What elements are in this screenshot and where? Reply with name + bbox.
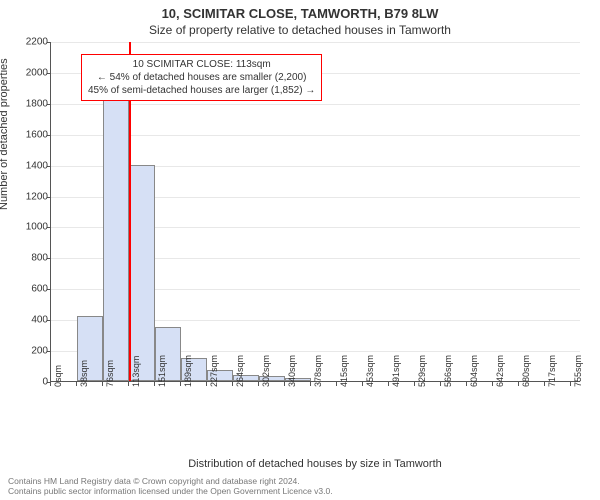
y-tick-label: 600 bbox=[22, 284, 48, 295]
x-tick-mark bbox=[544, 382, 545, 386]
x-tick-mark bbox=[414, 382, 415, 386]
x-tick-mark bbox=[128, 382, 129, 386]
chart-area: 10 SCIMITAR CLOSE: 113sqm← 54% of detach… bbox=[50, 42, 580, 422]
x-tick-label: 0sqm bbox=[53, 365, 63, 387]
footer-line-2: Contains public sector information licen… bbox=[8, 486, 333, 496]
x-tick-mark bbox=[206, 382, 207, 386]
y-tick-label: 1600 bbox=[22, 129, 48, 140]
page-subtitle: Size of property relative to detached ho… bbox=[0, 21, 600, 37]
x-tick-label: 491sqm bbox=[391, 355, 401, 387]
x-tick-label: 566sqm bbox=[443, 355, 453, 387]
x-tick-label: 529sqm bbox=[417, 355, 427, 387]
x-tick-label: 76sqm bbox=[105, 360, 115, 387]
x-tick-mark bbox=[102, 382, 103, 386]
callout-line2: ← 54% of detached houses are smaller (2,… bbox=[88, 71, 315, 84]
x-tick-label: 189sqm bbox=[183, 355, 193, 387]
y-tick-label: 2200 bbox=[22, 37, 48, 48]
x-tick-mark bbox=[388, 382, 389, 386]
callout-line1: 10 SCIMITAR CLOSE: 113sqm bbox=[88, 58, 315, 71]
x-tick-label: 38sqm bbox=[79, 360, 89, 387]
x-tick-label: 151sqm bbox=[157, 355, 167, 387]
chart-container: 10, SCIMITAR CLOSE, TAMWORTH, B79 8LW Si… bbox=[0, 0, 600, 500]
x-tick-label: 302sqm bbox=[261, 355, 271, 387]
x-tick-mark bbox=[492, 382, 493, 386]
x-tick-mark bbox=[284, 382, 285, 386]
x-tick-mark bbox=[310, 382, 311, 386]
x-tick-mark bbox=[180, 382, 181, 386]
footer-line-1: Contains HM Land Registry data © Crown c… bbox=[8, 476, 333, 486]
x-tick-label: 113sqm bbox=[131, 356, 141, 387]
callout-line3: 45% of semi-detached houses are larger (… bbox=[88, 84, 315, 97]
y-tick-label: 400 bbox=[22, 315, 48, 326]
x-tick-mark bbox=[570, 382, 571, 386]
x-tick-label: 755sqm bbox=[573, 355, 583, 387]
x-tick-mark bbox=[258, 382, 259, 386]
x-tick-label: 415sqm bbox=[339, 355, 349, 387]
callout-box: 10 SCIMITAR CLOSE: 113sqm← 54% of detach… bbox=[81, 54, 322, 101]
x-tick-label: 680sqm bbox=[521, 355, 531, 387]
histogram-bar bbox=[129, 165, 155, 381]
x-tick-mark bbox=[440, 382, 441, 386]
x-tick-mark bbox=[154, 382, 155, 386]
x-tick-label: 604sqm bbox=[469, 355, 479, 387]
x-tick-mark bbox=[518, 382, 519, 386]
x-axis-label: Distribution of detached houses by size … bbox=[50, 458, 580, 470]
y-tick-label: 1800 bbox=[22, 98, 48, 109]
footer-attribution: Contains HM Land Registry data © Crown c… bbox=[8, 476, 333, 496]
x-tick-mark bbox=[466, 382, 467, 386]
x-tick-mark bbox=[50, 382, 51, 386]
x-tick-label: 642sqm bbox=[495, 355, 505, 387]
x-tick-mark bbox=[336, 382, 337, 386]
x-tick-label: 340sqm bbox=[287, 355, 297, 387]
y-tick-label: 1000 bbox=[22, 222, 48, 233]
x-tick-mark bbox=[362, 382, 363, 386]
histogram-bar bbox=[103, 90, 128, 381]
x-tick-label: 264sqm bbox=[235, 355, 245, 387]
x-tick-label: 717sqm bbox=[547, 355, 557, 387]
x-tick-mark bbox=[76, 382, 77, 386]
x-tick-label: 453sqm bbox=[365, 355, 375, 387]
x-tick-label: 227sqm bbox=[209, 355, 219, 387]
y-axis-label: Number of detached properties bbox=[0, 58, 10, 210]
y-tick-label: 1400 bbox=[22, 160, 48, 171]
y-tick-label: 1200 bbox=[22, 191, 48, 202]
y-tick-label: 2000 bbox=[22, 67, 48, 78]
x-tick-label: 378sqm bbox=[313, 355, 323, 387]
x-tick-mark bbox=[232, 382, 233, 386]
page-title: 10, SCIMITAR CLOSE, TAMWORTH, B79 8LW bbox=[0, 0, 600, 21]
plot-area: 10 SCIMITAR CLOSE: 113sqm← 54% of detach… bbox=[50, 42, 580, 382]
y-tick-label: 200 bbox=[22, 346, 48, 357]
y-tick-label: 0 bbox=[22, 377, 48, 388]
y-tick-label: 800 bbox=[22, 253, 48, 264]
